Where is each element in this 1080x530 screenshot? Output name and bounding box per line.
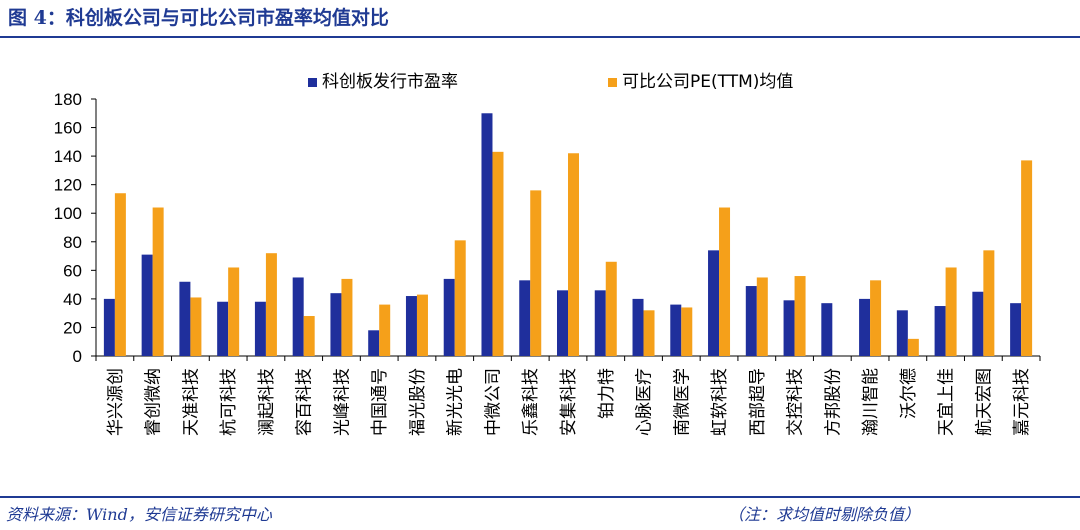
bar-peer-pe xyxy=(907,338,919,356)
bar-peer-pe xyxy=(870,280,882,356)
x-tick-label: 交控科技 xyxy=(786,368,806,436)
bar-peer-pe xyxy=(530,190,542,356)
x-tick-label: 杭可科技 xyxy=(219,368,239,436)
x-tick-label: 华兴源创 xyxy=(106,368,126,436)
y-tick-label: 160 xyxy=(54,119,82,138)
bar-ipo-pe xyxy=(896,310,908,356)
bar-peer-pe xyxy=(416,294,428,356)
bar-ipo-pe xyxy=(443,278,455,356)
y-tick-label: 20 xyxy=(63,318,82,337)
bar-peer-pe xyxy=(114,193,126,356)
x-tick-label: 瀚川智能 xyxy=(861,368,881,436)
source-note: 资料来源：Wind，安信证券研究中心 xyxy=(6,505,272,524)
bar-peer-pe xyxy=(681,307,693,356)
x-tick-label: 安集科技 xyxy=(559,368,579,436)
x-tick-label: 天准科技 xyxy=(181,368,201,436)
x-tick-label: 睿创微纳 xyxy=(144,368,164,436)
bar-peer-pe xyxy=(643,310,655,356)
bar-ipo-pe xyxy=(670,304,682,356)
y-tick-label: 40 xyxy=(63,290,82,309)
x-tick-label: 光峰科技 xyxy=(332,368,352,436)
y-tick-label: 60 xyxy=(63,261,82,280)
bar-ipo-pe xyxy=(594,290,606,356)
legend-swatch xyxy=(608,78,617,87)
legend-swatch xyxy=(308,78,317,87)
x-tick-label: 澜起科技 xyxy=(257,368,277,436)
y-tick-label: 80 xyxy=(63,233,82,252)
bar-ipo-pe xyxy=(217,301,229,356)
bar-peer-pe xyxy=(568,153,579,356)
x-tick-label: 沃尔德 xyxy=(899,368,919,419)
x-tick-label: 铂力特 xyxy=(597,368,617,419)
bar-ipo-pe xyxy=(405,296,417,356)
bar-peer-pe xyxy=(983,250,995,356)
bar-peer-pe xyxy=(303,316,315,356)
figure-title: 图 4：科创板公司与可比公司市盈率均值对比 xyxy=(8,7,389,29)
bar-ipo-pe xyxy=(103,298,115,356)
bar-ipo-pe xyxy=(368,330,380,356)
bar-ipo-pe xyxy=(557,290,568,356)
x-tick-label: 中微公司 xyxy=(483,368,503,436)
footnote: （注：求均值时剔除负值） xyxy=(728,505,921,524)
legend-label: 可比公司PE(TTM)均值 xyxy=(622,72,793,92)
title-divider xyxy=(0,36,1080,38)
bar-chart: 0 20 40 60 80 100 120 140 160 180 华兴源创 睿创微纳 天准科技 杭可科技… xyxy=(54,72,1041,436)
bar-ipo-pe xyxy=(1010,303,1022,356)
x-tick-label: 福光股份 xyxy=(408,368,428,436)
bar-ipo-pe xyxy=(481,113,493,357)
y-tick-label: 100 xyxy=(54,204,82,223)
bar-peer-pe xyxy=(719,207,731,356)
bar-ipo-pe xyxy=(141,254,153,356)
bar-peer-pe xyxy=(794,276,806,356)
x-tick-label: 乐鑫科技 xyxy=(521,368,541,436)
x-tick-label: 嘉元科技 xyxy=(1012,368,1032,436)
bar-ipo-pe xyxy=(783,300,795,356)
x-tick-label: 南微医学 xyxy=(672,368,692,436)
bar-peer-pe xyxy=(379,304,391,356)
bar-ipo-pe xyxy=(934,306,946,356)
x-tick-label: 容百科技 xyxy=(295,368,315,436)
bar-peer-pe xyxy=(190,297,202,356)
x-tick-label: 天宜上佳 xyxy=(937,368,957,436)
bar-peer-pe xyxy=(945,267,957,356)
bar-ipo-pe xyxy=(632,298,644,356)
bar-peer-pe xyxy=(605,261,617,356)
x-tick-label: 心脉医疗 xyxy=(635,368,655,436)
bar-ipo-pe xyxy=(821,303,833,356)
bar-ipo-pe xyxy=(519,280,531,356)
bar-peer-pe xyxy=(1021,160,1033,356)
y-tick-label: 120 xyxy=(54,176,82,195)
bar-peer-pe xyxy=(265,253,277,356)
bar-ipo-pe xyxy=(292,277,304,356)
bar-ipo-pe xyxy=(330,293,342,356)
bar-ipo-pe xyxy=(972,291,984,356)
bar-peer-pe xyxy=(756,277,768,356)
bar-ipo-pe xyxy=(254,301,266,356)
bar-ipo-pe xyxy=(179,281,191,356)
bar-peer-pe xyxy=(492,151,504,356)
bar-ipo-pe xyxy=(745,286,757,356)
x-tick-label: 中国通号 xyxy=(370,368,390,436)
y-tick-label: 180 xyxy=(54,90,82,109)
bar-peer-pe xyxy=(341,278,353,356)
x-tick-label: 方邦股份 xyxy=(823,368,843,436)
bar-peer-pe xyxy=(228,267,240,356)
x-tick-label: 虹软科技 xyxy=(710,368,730,436)
x-tick-label: 西部超导 xyxy=(748,368,768,436)
y-tick-label: 140 xyxy=(54,147,82,166)
bar-peer-pe xyxy=(152,207,164,356)
y-tick-label: 0 xyxy=(73,347,82,366)
bar-ipo-pe xyxy=(708,250,720,356)
x-tick-label: 新光光电 xyxy=(446,368,466,436)
footer-divider xyxy=(0,496,1080,498)
bar-ipo-pe xyxy=(859,298,871,356)
x-tick-label: 航天宏图 xyxy=(974,368,994,436)
legend-label: 科创板发行市盈率 xyxy=(322,72,458,92)
bar-peer-pe xyxy=(454,240,466,356)
